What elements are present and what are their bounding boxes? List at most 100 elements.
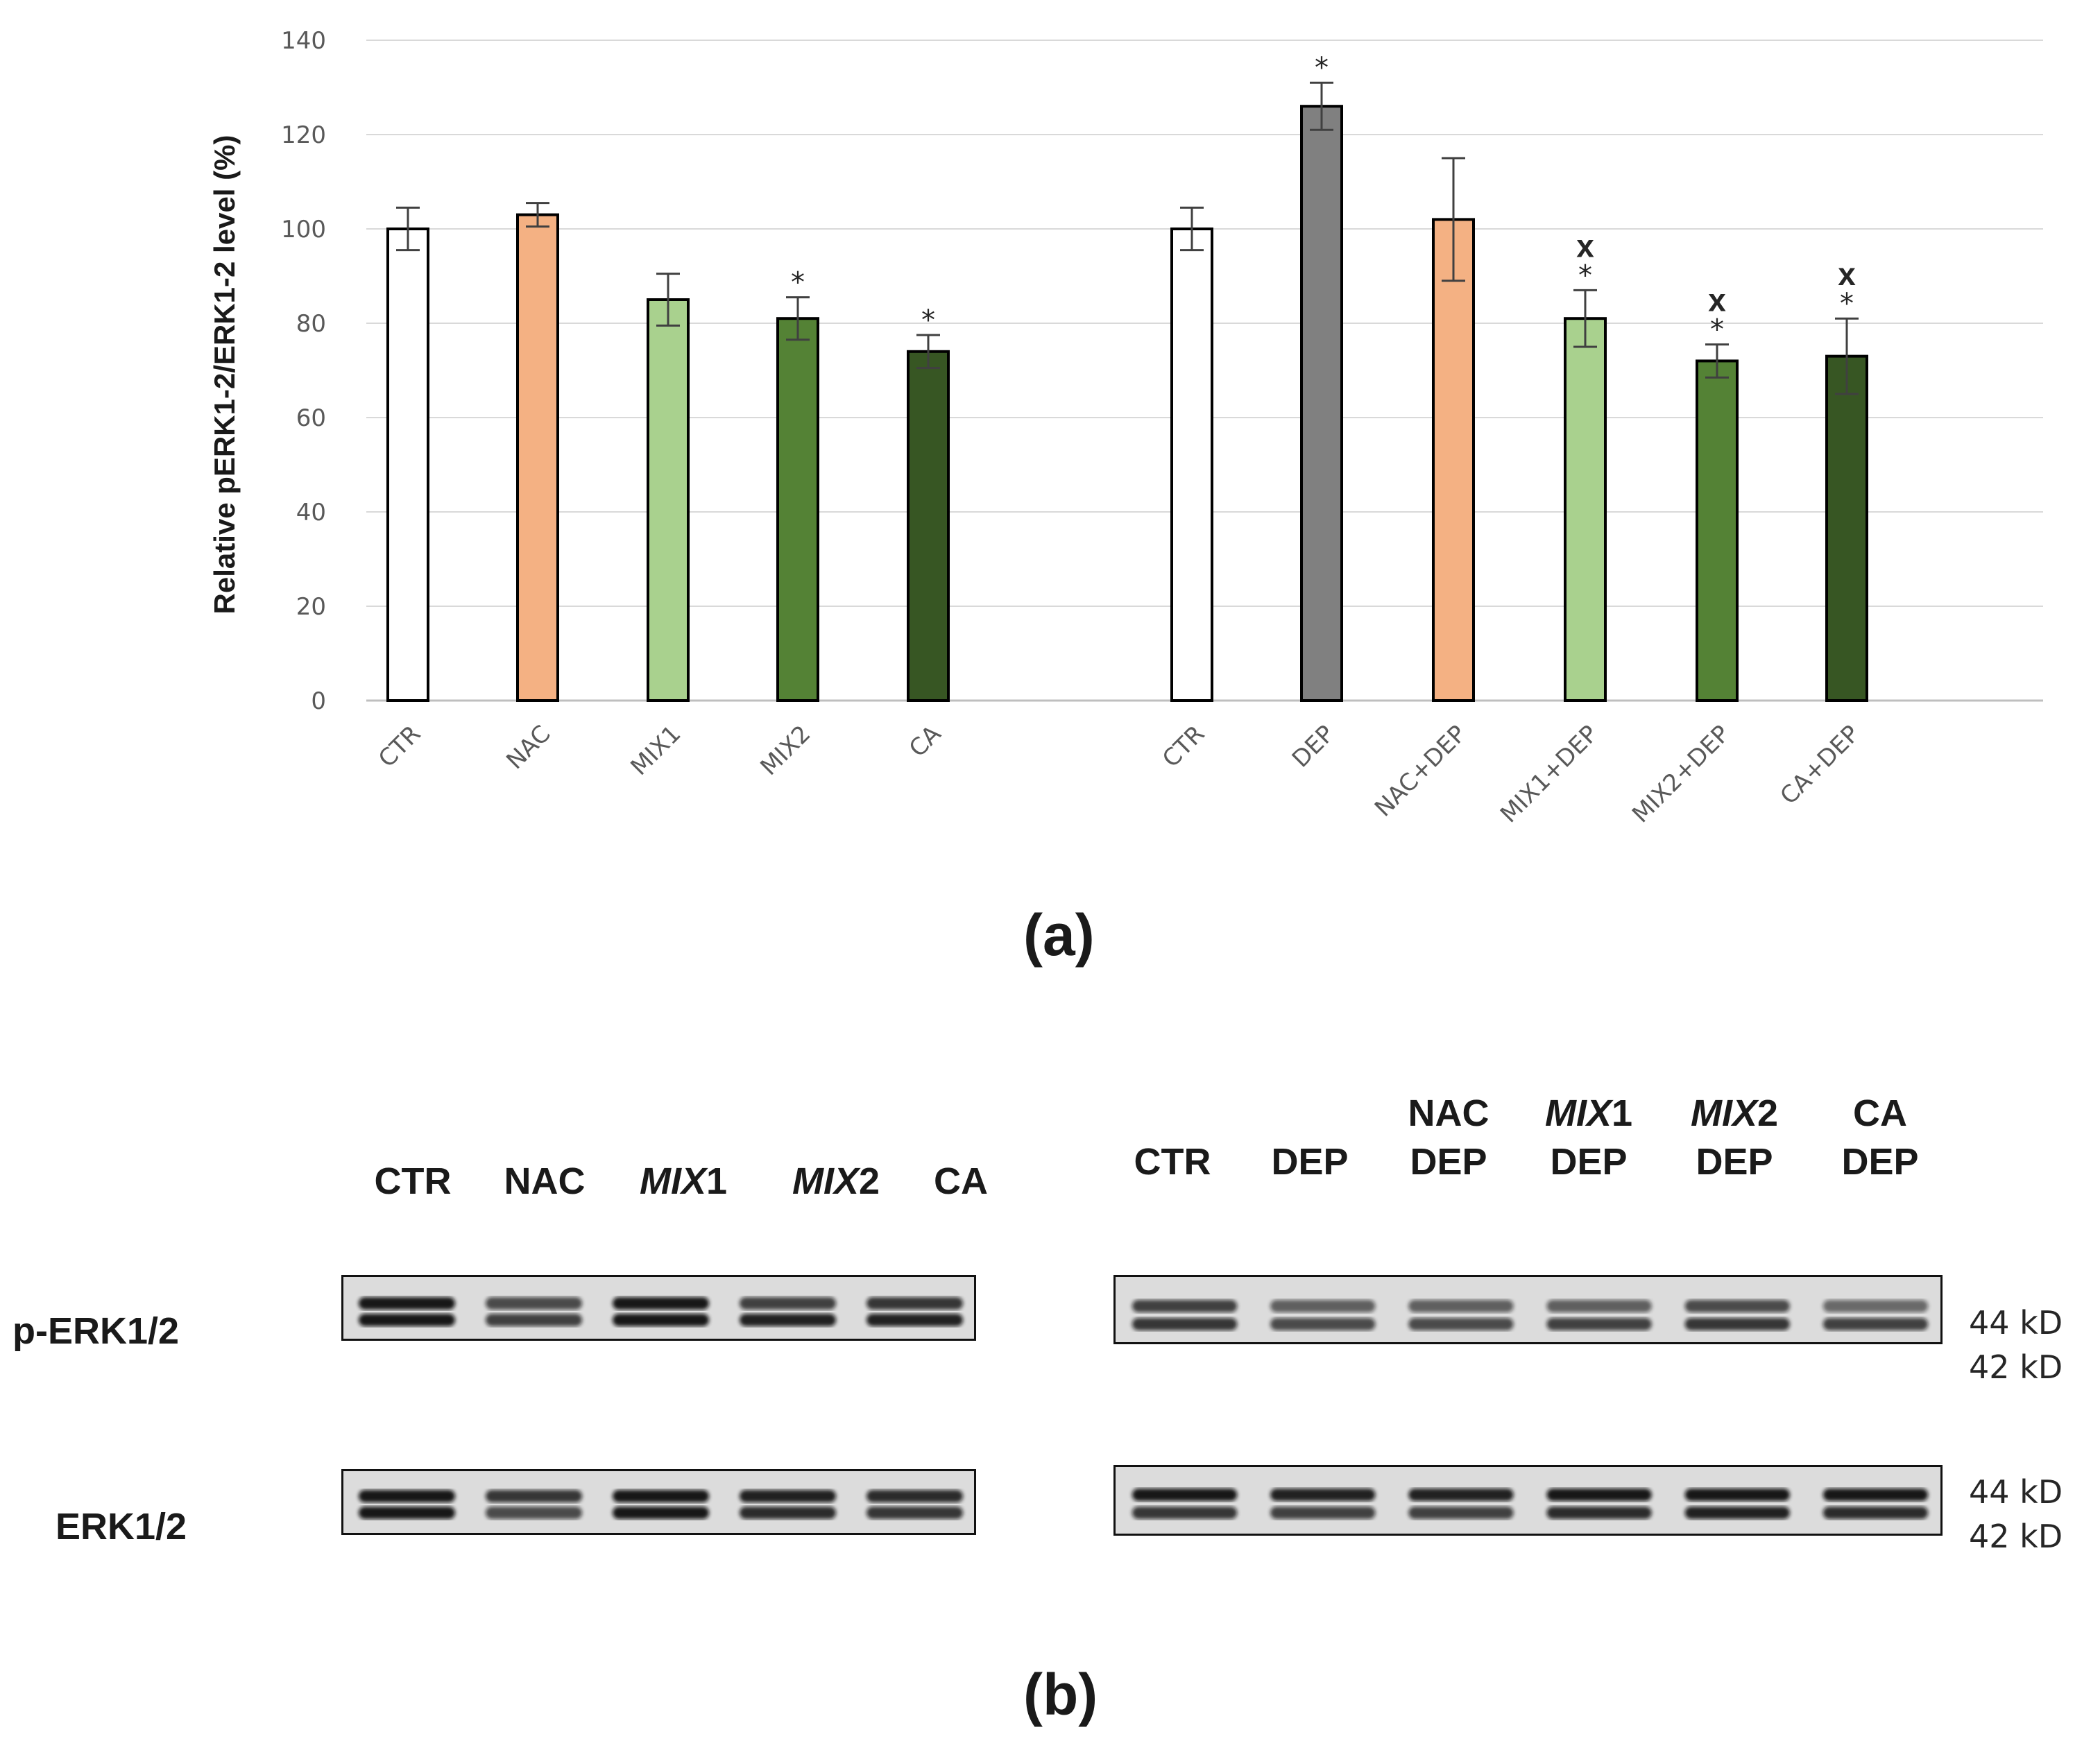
blot-band [485,1507,583,1519]
lane-label: CA DEP [1841,1092,1919,1183]
blot-band [1546,1507,1652,1519]
bar [516,213,559,703]
significance-star: * [1710,314,1724,346]
x-tick-label: MIX2 [755,720,816,781]
blot-band [1684,1318,1790,1330]
blot-band [1270,1300,1376,1312]
y-tick-label: 20 [296,593,326,621]
significance-x: x [1576,228,1594,264]
x-tick-label: NAC [501,720,556,775]
blot-right-p-erk [1113,1275,1943,1344]
blot-band [1408,1507,1514,1519]
blot-band [866,1314,964,1326]
blot-right-total-erk [1113,1465,1943,1536]
blot-band [1822,1489,1929,1501]
blot-left-p-erk [341,1275,976,1341]
bar [907,350,950,702]
bar [1300,105,1343,702]
blot-band [1546,1318,1652,1330]
lane-label: MIX1 DEP [1544,1092,1633,1183]
y-tick-label: 120 [281,121,326,149]
blot-band [1546,1489,1652,1501]
bar [647,298,690,702]
blot-band [485,1297,583,1310]
blot-band [1822,1318,1929,1330]
lane-label: CTR [374,1160,452,1202]
blot-band [1822,1300,1929,1312]
x-tick-label: DEP [1287,720,1340,773]
bar [1432,218,1475,702]
lane-label: NAC DEP [1408,1092,1489,1183]
x-tick-label: CA+DEP [1775,720,1865,810]
blot-band [358,1507,456,1519]
significance-star: * [921,305,935,336]
blot-band [1546,1300,1652,1312]
blot-band [612,1314,710,1326]
bar [1170,228,1213,702]
x-tick-label: MIX2+DEP [1627,720,1735,828]
significance-x: x [1838,256,1856,292]
row-label-p-erk: p-ERK1/2 [12,1310,180,1352]
blot-band [1408,1489,1514,1501]
x-tick-label: CTR [373,720,426,773]
blot-band [358,1314,456,1326]
lane-label: NAC [504,1160,586,1202]
blot-band [1132,1318,1238,1330]
significance-star: * [1840,288,1854,320]
kd-label-t-lower: 42 kD [1969,1518,2063,1555]
blot-band [1822,1507,1929,1519]
blot-band [1684,1489,1790,1501]
blot-band [739,1314,837,1326]
y-tick-label: 140 [281,27,326,55]
blot-band [485,1314,583,1326]
blot-band [1684,1300,1790,1312]
y-tick-label: 0 [311,687,326,715]
blot-band [1270,1318,1376,1330]
significance-star: * [791,267,805,299]
x-tick-label: MIX1+DEP [1495,720,1603,828]
lane-label: CTR [1134,1141,1211,1183]
lane-label: MIX2 [792,1160,880,1202]
y-tick-label: 60 [296,404,326,432]
bar [1564,317,1607,702]
x-tick-label: CA [904,720,947,763]
blot-left-total-erk [341,1469,976,1535]
y-axis-label: Relative pERK1-2/ERK1-2 level (%) [208,135,241,615]
bar [1696,359,1739,703]
significance-star: * [1578,259,1592,291]
blot-band [358,1490,456,1502]
y-tick-label: 80 [296,310,326,338]
blot-band [866,1507,964,1519]
blot-band [612,1507,710,1519]
blot-band [358,1297,456,1310]
lane-label: MIX1 [639,1160,728,1202]
lane-label: DEP [1271,1141,1349,1183]
x-tick-label: NAC+DEP [1369,720,1471,822]
blot-band [1270,1507,1376,1519]
row-label-erk: ERK1/2 [56,1506,187,1547]
blot-band [739,1507,837,1519]
bar [386,228,429,702]
blot-band [1270,1489,1376,1501]
blot-band [866,1297,964,1310]
blot-band [1408,1318,1514,1330]
kd-label-p-lower: 42 kD [1969,1348,2063,1386]
bar [1825,354,1868,702]
blot-band [612,1490,710,1502]
panel-a-label: (a) [1023,902,1095,968]
kd-label-p-upper: 44 kD [1969,1304,2063,1341]
significance-star: * [1315,52,1329,84]
blot-band [1684,1507,1790,1519]
blot-band [1132,1507,1238,1519]
blot-band [485,1490,583,1502]
blot-band [1132,1300,1238,1312]
x-tick-label: CTR [1157,720,1210,773]
lane-label: MIX2 DEP [1690,1092,1779,1183]
significance-x: x [1708,282,1726,318]
x-tick-label: MIX1 [625,720,686,781]
bar [776,317,819,702]
y-tick-label: 40 [296,499,326,526]
blot-band [1132,1489,1238,1501]
blot-band [612,1297,710,1310]
